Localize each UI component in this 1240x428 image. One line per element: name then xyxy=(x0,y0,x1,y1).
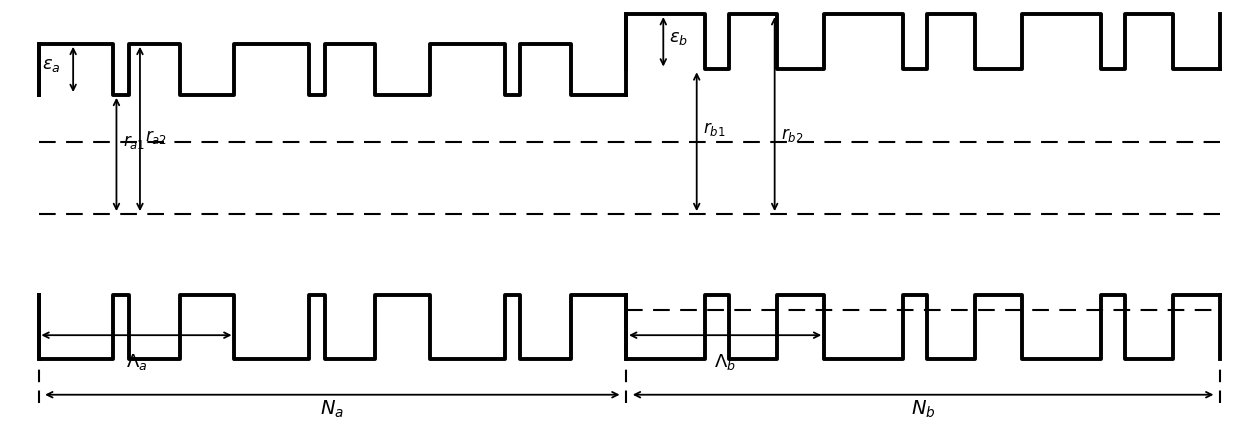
Text: $r_{b1}$: $r_{b1}$ xyxy=(703,120,725,138)
Text: $N_a$: $N_a$ xyxy=(320,399,345,420)
Text: $\Lambda_a$: $\Lambda_a$ xyxy=(125,352,148,372)
Text: $N_b$: $N_b$ xyxy=(911,399,935,420)
Text: $\Lambda_b$: $\Lambda_b$ xyxy=(714,352,737,372)
Text: $r_{b2}$: $r_{b2}$ xyxy=(781,126,804,144)
Text: $\varepsilon_b$: $\varepsilon_b$ xyxy=(670,29,688,47)
Text: $r_{a2}$: $r_{a2}$ xyxy=(145,128,167,146)
Text: $\varepsilon_a$: $\varepsilon_a$ xyxy=(42,56,61,74)
Text: $r_{a1}$: $r_{a1}$ xyxy=(123,133,145,151)
